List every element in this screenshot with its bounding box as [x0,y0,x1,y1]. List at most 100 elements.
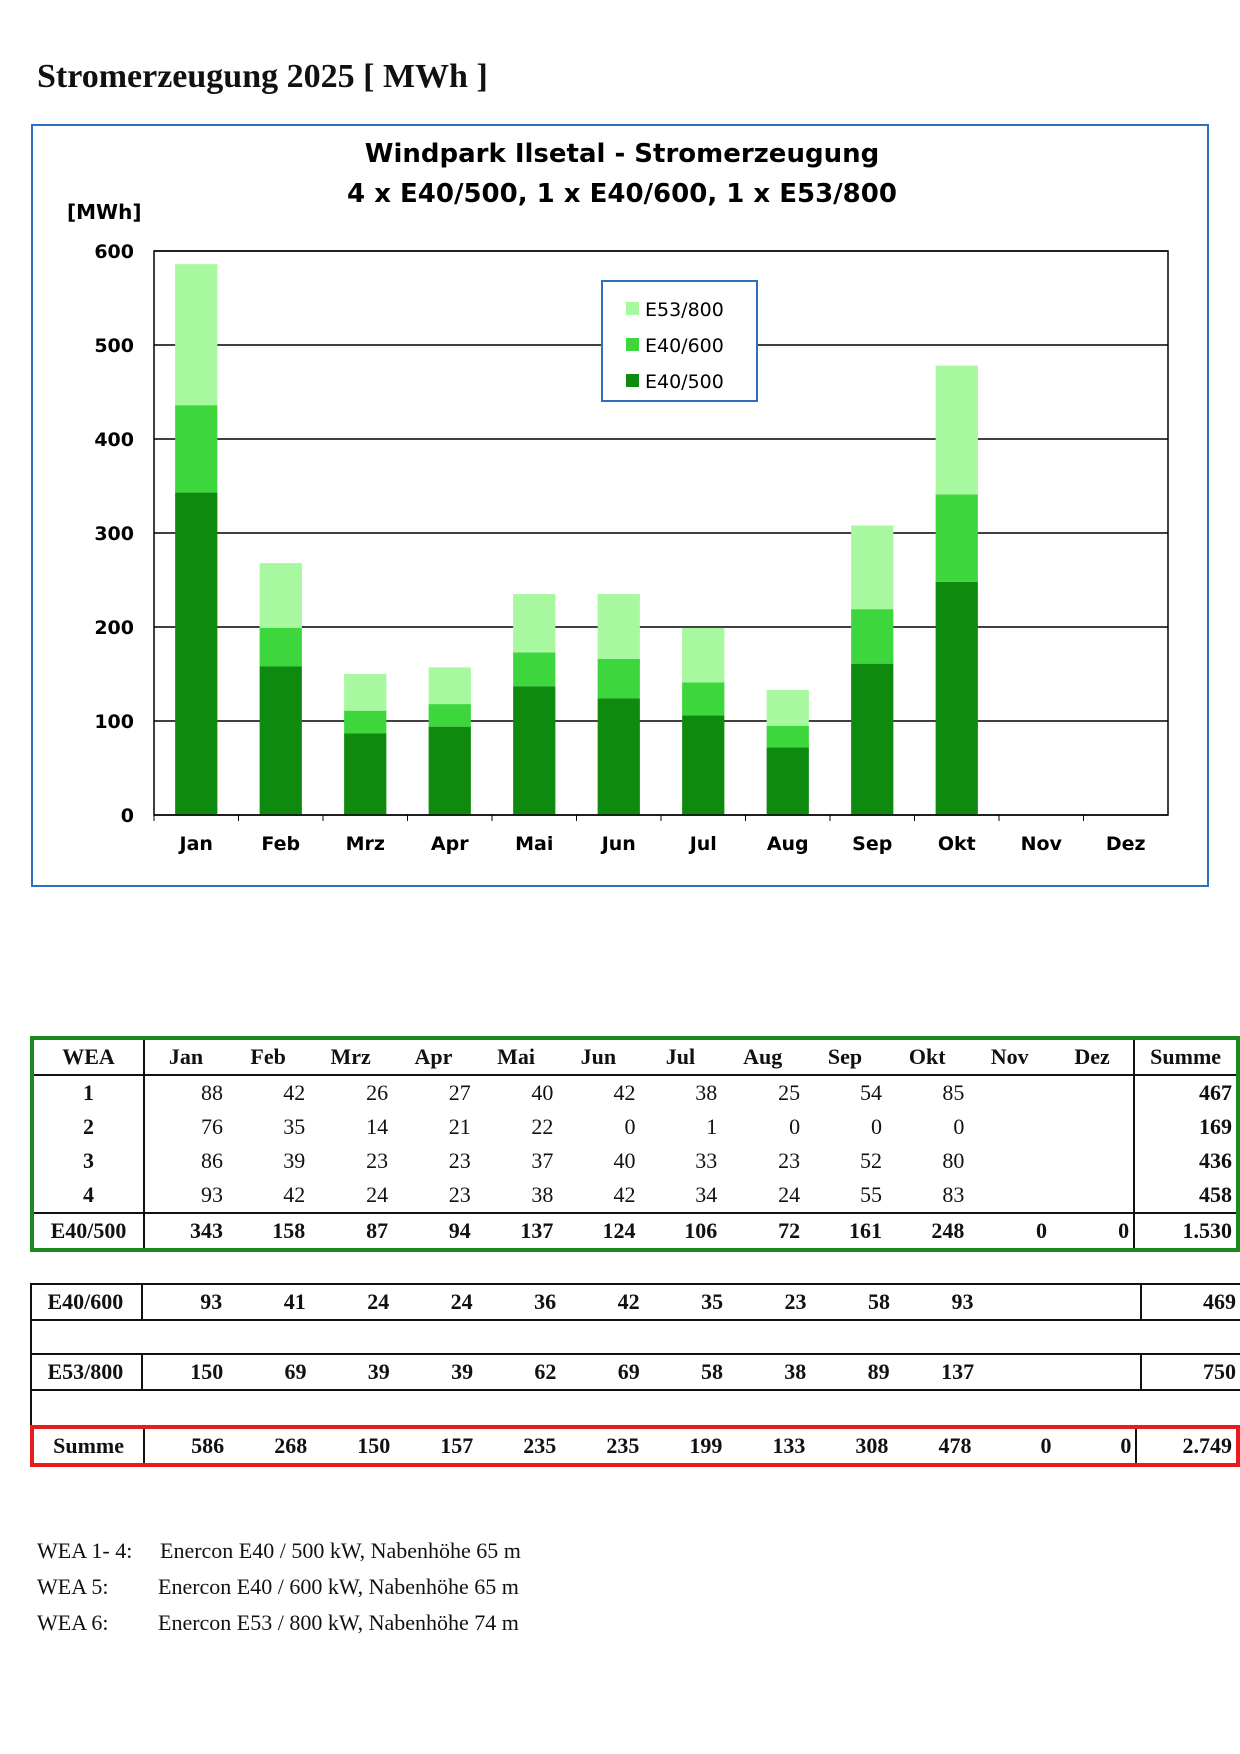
x-tick-label: Dez [1106,833,1146,855]
cell: 235 [523,1433,557,1458]
cell: 124 [557,1212,640,1250]
cell: 42 [617,1289,640,1314]
cell: 37 [531,1148,554,1173]
chart-subtitle: 4 x E40/500, 1 x E40/600, 1 x E53/800 [347,179,897,209]
cell: 0 [1120,1433,1132,1458]
y-axis-label: [MWh] [67,200,141,224]
bar-E40-600-Feb [259,627,302,667]
cell: 58 [700,1359,723,1384]
row-total: 2.749 [1135,1427,1238,1465]
cell [968,1075,1051,1110]
chart-title: Windpark Ilsetal - Stromerzeugung [365,139,879,169]
cell: 42 [283,1080,306,1105]
note-text-1: Enercon E40 / 500 kW, Nabenhöhe 65 m [160,1538,521,1563]
cell: 94 [392,1212,475,1250]
x-tick-label: Apr [431,833,469,855]
cell: 54 [860,1080,883,1105]
cell: 0 [789,1114,801,1139]
x-tick-label: Sep [852,833,892,855]
bar-E40-500-Aug [766,747,809,815]
cell: 137 [474,1212,558,1250]
cell: 137 [941,1359,975,1384]
legend-label: E53/800 [645,299,724,321]
cell: 150 [190,1359,224,1384]
cell: 22 [531,1114,554,1139]
cell: 42 [613,1182,636,1207]
bar-E40-600-Aug [766,725,809,748]
cell: 24 [778,1182,801,1207]
table-summe: Summe 586 268 150 157 235 235 199 133 308 478 0 0 2.7… [30,1425,1240,1467]
cell: 34 [695,1182,718,1207]
cell [968,1178,1051,1213]
row-label: E53/800 [30,1354,143,1390]
bar-E40-500-Sep [851,663,894,815]
cell: Mai [474,1038,558,1076]
bar-E53-800-Feb [259,563,302,628]
row-label: Summe [32,1427,146,1465]
cell: 235 [606,1433,640,1458]
cell: 93 [201,1182,224,1207]
y-tick-label: 600 [94,241,134,263]
cell: 55 [860,1182,883,1207]
cell: 42 [613,1080,636,1105]
legend-swatch [626,302,639,315]
cell: 0 [624,1114,636,1139]
cell: 86 [201,1148,224,1173]
cell: 35 [283,1114,306,1139]
cell [1051,1178,1134,1213]
x-tick-label: Feb [261,833,300,855]
table-e53-800: E53/800 150 69 39 39 62 69 58 38 89 137 750 [30,1353,1240,1391]
cell [1051,1110,1134,1144]
legend-swatch [626,374,639,387]
bar-E53-800-Jan [175,264,218,406]
cell [968,1144,1051,1178]
bar-E53-800-Sep [851,525,894,610]
cell: 38 [695,1080,718,1105]
cell: 150 [357,1433,391,1458]
cell: 23 [778,1148,801,1173]
row-label: 2 [32,1110,146,1144]
y-tick-label: 200 [94,617,134,639]
cell: 42 [283,1182,306,1207]
row-label: 1 [32,1075,146,1110]
cell: 308 [855,1433,889,1458]
cell: 93 [200,1289,223,1314]
table-row: 4 93 42 24 23 38 42 34 24 55 83 458 [32,1178,1238,1213]
cell: 36 [534,1289,557,1314]
legend-swatch [626,338,639,351]
cell: 0 [968,1212,1051,1250]
x-tick-label: Aug [767,833,809,855]
x-tick-label: Nov [1021,833,1063,855]
row-total: 467 [1133,1075,1238,1110]
cell: Jun [557,1038,640,1076]
cell: 26 [366,1080,389,1105]
cell [978,1354,1059,1390]
table-row: E53/800 150 69 39 39 62 69 58 38 89 137 750 [30,1354,1240,1390]
row-label: E40/600 [30,1284,143,1320]
note-label-3: WEA 6: [37,1610,109,1635]
bar-E40-600-Okt [935,494,978,582]
cell: 0 [1040,1433,1052,1458]
row-total: 169 [1133,1110,1238,1144]
cell: 106 [639,1212,722,1250]
row-total: 750 [1139,1354,1240,1390]
cell: 23 [448,1182,471,1207]
table-row: 1 88 42 26 27 40 42 38 25 54 85 467 [32,1075,1238,1110]
cell: 38 [531,1182,554,1207]
cell: Aug [721,1038,805,1076]
bar-E40-500-Jul [682,715,725,815]
cell: 39 [283,1148,306,1173]
note-text-3: Enercon E53 / 800 kW, Nabenhöhe 74 m [158,1610,519,1635]
cell: 87 [309,1212,393,1250]
x-tick-label: Jan [178,833,213,855]
cell: 35 [701,1289,724,1314]
row-label: 4 [32,1178,146,1213]
cell: 24 [367,1289,390,1314]
cell: Dez [1051,1038,1135,1076]
cell: 88 [201,1080,224,1105]
table-row: WEA Jan Feb Mrz Apr Mai Jun Jul Aug Sep Okt Nov Dez S… [32,1038,1238,1076]
bar-E40-600-Mrz [344,710,387,734]
cell: 133 [772,1433,806,1458]
cell: 24 [450,1289,473,1314]
bar-E53-800-Jul [682,627,725,683]
